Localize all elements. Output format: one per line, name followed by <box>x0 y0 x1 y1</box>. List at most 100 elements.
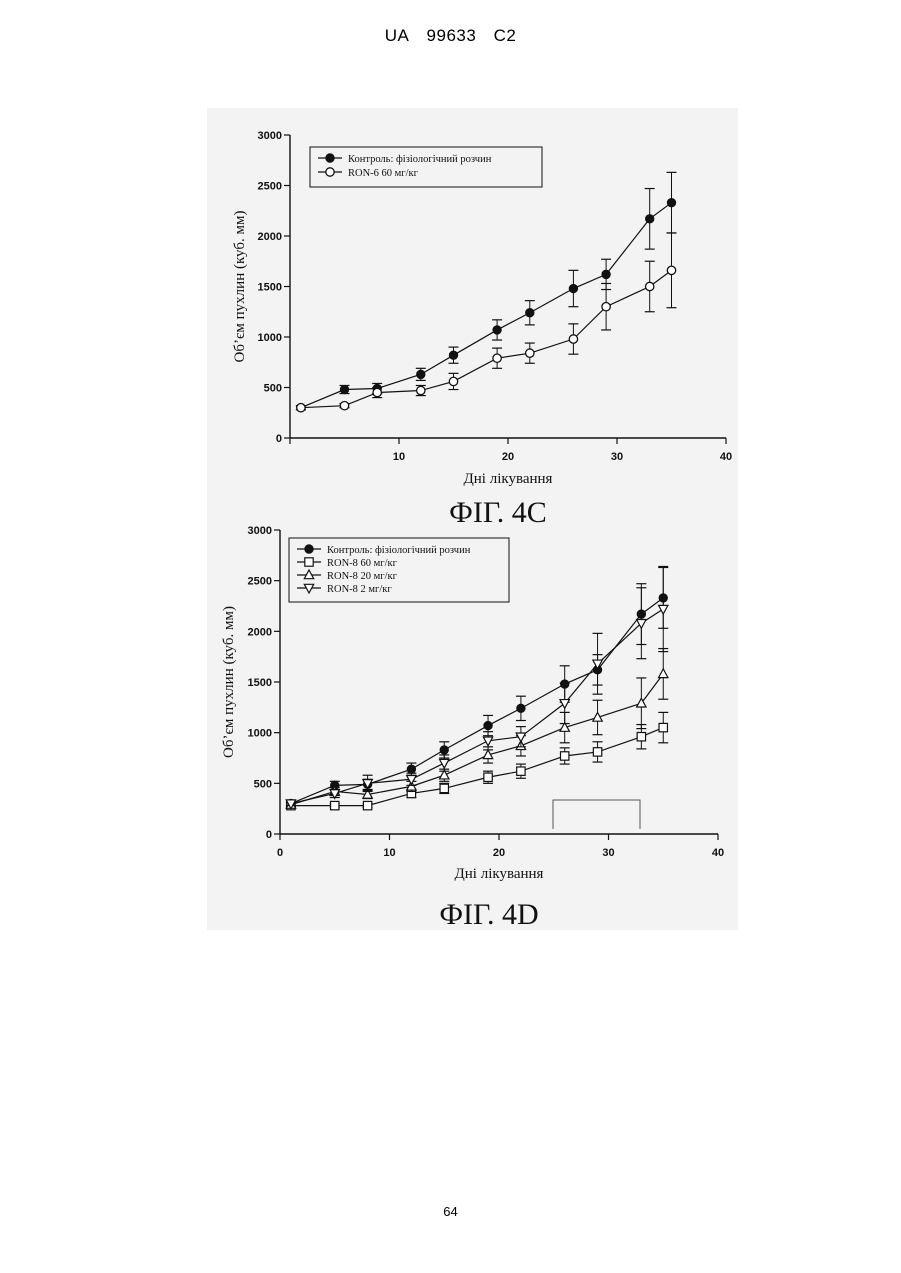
data-point <box>560 700 569 709</box>
data-point <box>340 401 348 409</box>
legend-marker <box>304 584 313 593</box>
y-tick-label: 0 <box>276 433 282 445</box>
figure-4d: 0 500 1000 1500 2000 2500 3000 0 10 20 30 40 Дні лік… <box>0 520 901 930</box>
data-point <box>340 385 348 393</box>
data-point <box>417 370 425 378</box>
x-tick-label: 20 <box>493 847 505 859</box>
y-tick-label: 500 <box>264 383 282 395</box>
data-point <box>602 303 610 311</box>
x-tick-label: 10 <box>383 847 395 859</box>
x-tick-label: 10 <box>393 451 405 463</box>
y-axis-label: Об’єм пухлин (куб. мм) <box>232 211 248 363</box>
y-tick-label: 500 <box>254 778 272 790</box>
x-tick-label: 0 <box>277 847 283 859</box>
y-tick-label: 3000 <box>248 525 272 537</box>
x-tick-label: 40 <box>712 847 724 859</box>
data-point <box>667 266 675 274</box>
data-point <box>440 759 449 768</box>
figure-4c: 0 500 1000 1500 2000 2500 3000 10 20 30 40 Дні ліку… <box>0 120 901 530</box>
data-point <box>659 669 668 678</box>
header-kind: C2 <box>494 26 517 45</box>
legend-marker <box>305 558 313 566</box>
series-line <box>301 270 672 407</box>
legend-label: Контроль: фізіологічний розчин <box>327 545 471 556</box>
document-header: UA 99633 C2 <box>0 26 901 46</box>
series-3 <box>286 649 668 809</box>
y-tick-label: 0 <box>266 829 272 841</box>
data-point <box>440 784 448 792</box>
data-point <box>449 377 457 385</box>
legend-label: Контроль: фізіологічний розчин <box>348 154 492 165</box>
series-4 <box>286 566 668 808</box>
page-number: 64 <box>0 1204 901 1219</box>
data-point <box>407 765 415 773</box>
data-point <box>493 326 501 334</box>
series-line <box>291 598 663 804</box>
x-tick-label: 30 <box>611 451 623 463</box>
legend-label: RON-6 60 мг/кг <box>348 168 419 179</box>
data-point <box>526 349 534 357</box>
data-point <box>569 284 577 292</box>
series-1 <box>286 567 668 807</box>
x-tick-label: 40 <box>720 451 732 463</box>
legend-marker <box>305 545 313 553</box>
data-point <box>593 748 601 756</box>
data-point <box>659 605 668 614</box>
data-point <box>561 752 569 760</box>
data-point <box>517 767 525 775</box>
y-tick-label: 1500 <box>248 677 272 689</box>
data-point <box>417 386 425 394</box>
data-point <box>659 723 667 731</box>
header-number: 99633 <box>427 26 477 45</box>
y-tick-label: 2000 <box>248 626 272 638</box>
series-line <box>301 203 672 408</box>
legend-marker <box>326 168 334 176</box>
data-point <box>331 801 339 809</box>
data-point <box>440 746 448 754</box>
series-1 <box>296 172 677 412</box>
data-point <box>646 282 654 290</box>
series-line <box>291 728 663 806</box>
data-point <box>646 215 654 223</box>
data-point <box>449 351 457 359</box>
data-point <box>484 721 492 729</box>
series-line <box>291 609 663 804</box>
legend-box <box>310 147 542 187</box>
data-point <box>637 733 645 741</box>
header-country: UA <box>385 26 410 45</box>
y-tick-label: 1000 <box>248 728 272 740</box>
y-tick-label: 2500 <box>248 576 272 588</box>
scan-bracket <box>553 800 640 829</box>
x-axis-label: Дні лікування <box>464 471 553 487</box>
x-tick-label: 30 <box>602 847 614 859</box>
data-point <box>602 270 610 278</box>
y-tick-label: 2000 <box>258 231 282 243</box>
series-2 <box>286 712 668 809</box>
legend-marker <box>326 154 334 162</box>
data-point <box>526 309 534 317</box>
data-point <box>484 773 492 781</box>
data-point <box>297 404 305 412</box>
y-tick-label: 1500 <box>258 282 282 294</box>
legend-label: RON-8 60 мг/кг <box>327 558 398 569</box>
y-tick-label: 3000 <box>258 130 282 142</box>
chart-4c: 0 500 1000 1500 2000 2500 3000 10 20 30 40 Дні ліку… <box>0 120 901 530</box>
data-point <box>517 704 525 712</box>
data-point <box>493 354 501 362</box>
y-axis-label: Об’єм пухлин (куб. мм) <box>221 606 237 758</box>
y-tick-label: 1000 <box>258 332 282 344</box>
x-tick-label: 20 <box>502 451 514 463</box>
data-point <box>569 335 577 343</box>
y-tick-label: 2500 <box>258 181 282 193</box>
legend-label: RON-8 2 мг/кг <box>327 584 392 595</box>
data-point <box>373 388 381 396</box>
series-2 <box>296 233 677 412</box>
legend-marker <box>304 570 313 579</box>
legend-label: RON-8 20 мг/кг <box>327 571 398 582</box>
data-point <box>363 801 371 809</box>
data-point <box>667 198 675 206</box>
x-axis-label: Дні лікування <box>455 866 544 882</box>
data-point <box>483 737 492 746</box>
figure-title: ФІГ. 4D <box>439 898 538 931</box>
chart-4d: 0 500 1000 1500 2000 2500 3000 0 10 20 30 40 Дні лік… <box>0 520 901 930</box>
